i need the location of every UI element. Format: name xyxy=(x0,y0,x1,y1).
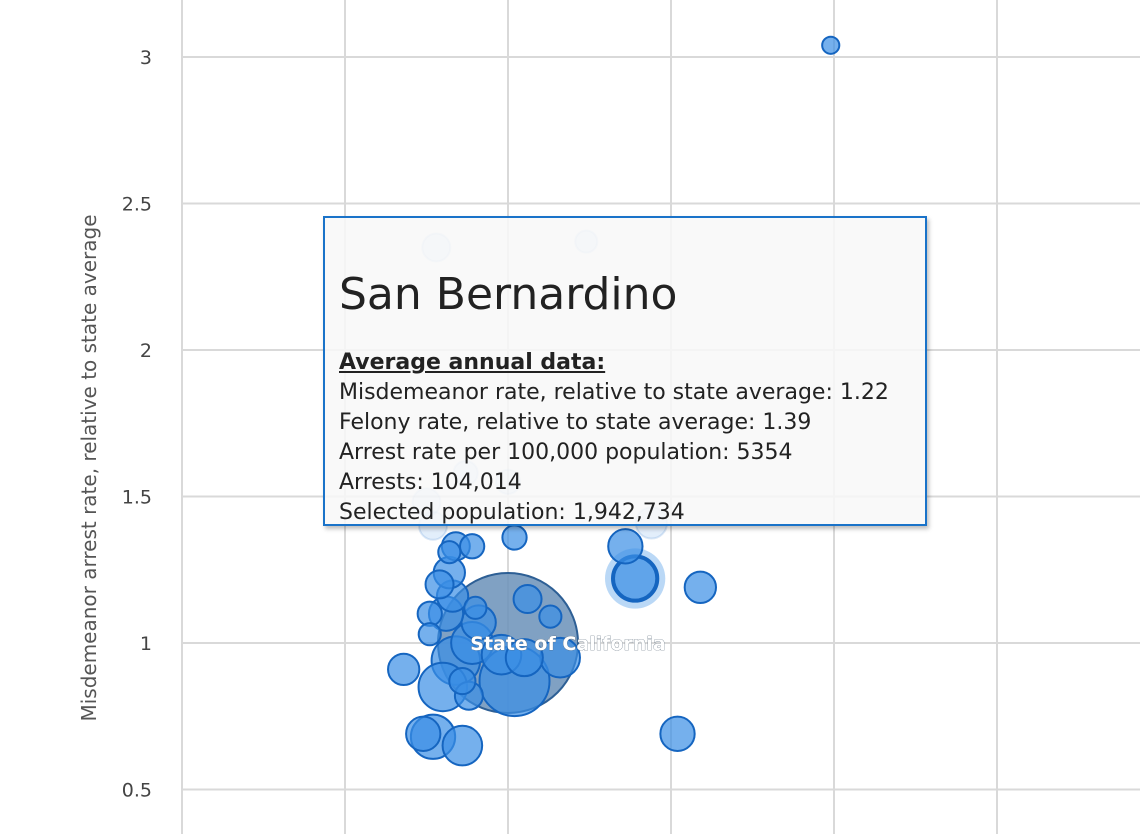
tooltip-title: San Bernardino xyxy=(339,269,678,320)
tooltip-arrest-rate: Arrest rate per 100,000 population: 5354 xyxy=(339,440,793,465)
tooltip-population: Selected population: 1,942,734 xyxy=(339,500,685,525)
bubble[interactable] xyxy=(405,715,442,752)
bubble[interactable] xyxy=(424,569,455,600)
tooltip: San Bernardino Average annual data: Misd… xyxy=(323,216,927,526)
bubble[interactable] xyxy=(821,35,841,55)
y-tick-label: 2 xyxy=(140,340,152,362)
y-axis-label: Misdemeanor arrest rate, relative to sta… xyxy=(77,214,101,721)
tooltip-arrests: Arrests: 104,014 xyxy=(339,470,522,495)
y-tick-label: 3 xyxy=(140,47,152,69)
bubble[interactable] xyxy=(683,570,717,604)
bubble[interactable] xyxy=(437,540,462,565)
bubble[interactable] xyxy=(607,528,644,565)
bubble[interactable] xyxy=(463,595,488,620)
bubble[interactable] xyxy=(441,724,484,767)
bubble[interactable] xyxy=(501,524,528,551)
bubble[interactable] xyxy=(448,666,477,696)
bubble-labels: State of California xyxy=(470,633,666,656)
y-tick-label: 0.5 xyxy=(122,780,152,802)
bubble[interactable] xyxy=(387,652,421,687)
bubble[interactable] xyxy=(459,533,486,560)
bubble[interactable] xyxy=(659,715,696,752)
bubble[interactable] xyxy=(504,638,544,678)
bubble[interactable] xyxy=(538,604,563,629)
tooltip-felony-rate: Felony rate, relative to state average: … xyxy=(339,410,812,435)
y-axis-ticks: 0.5 1 1.5 2 2.5 3 xyxy=(122,47,152,802)
bubble[interactable] xyxy=(512,584,543,615)
bubble-label-state-of-california: State of California xyxy=(470,633,665,655)
tooltip-subtitle: Average annual data: xyxy=(339,350,606,375)
tooltip-misdemeanor-rate: Misdemeanor rate, relative to state aver… xyxy=(339,380,889,405)
y-tick-label: 2.5 xyxy=(122,194,152,216)
y-tick-label: 1.5 xyxy=(122,487,152,509)
bubble[interactable] xyxy=(417,622,442,647)
y-tick-label: 1 xyxy=(140,633,152,655)
